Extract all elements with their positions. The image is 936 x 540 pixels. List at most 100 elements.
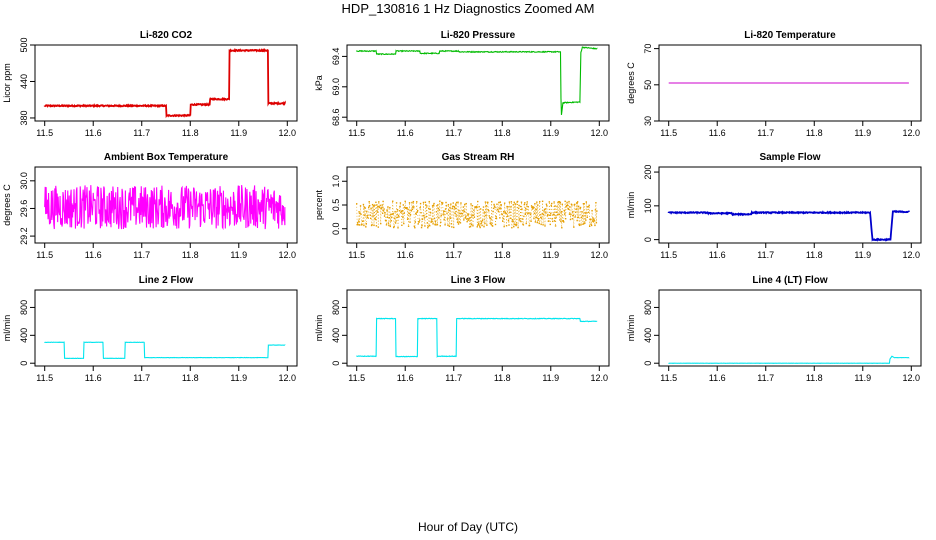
data-point	[441, 202, 443, 205]
x-tick-label: 12.0	[903, 128, 921, 138]
plot-frame	[34, 44, 298, 122]
data-point	[573, 226, 575, 228]
data-point	[423, 217, 426, 219]
data-point	[364, 214, 366, 217]
data-point	[416, 201, 418, 203]
x-tick-label: 11.8	[806, 250, 823, 260]
y-tick-label: 50	[643, 80, 653, 90]
x-tick-label: 12.0	[591, 373, 609, 383]
data-point	[558, 200, 561, 203]
data-point	[356, 223, 358, 226]
x-tick-label: 11.6	[709, 373, 726, 383]
data-point	[510, 201, 513, 203]
data-point	[535, 216, 538, 219]
x-tick-label: 11.9	[542, 250, 559, 260]
data-point	[389, 206, 391, 209]
data-point	[379, 206, 381, 209]
data-point	[451, 207, 453, 210]
y-tick-label: 380	[19, 110, 29, 125]
plot-frame	[346, 166, 610, 244]
data-point	[512, 220, 514, 223]
data-point	[399, 205, 401, 208]
data-point	[526, 201, 528, 203]
data-point	[400, 210, 403, 213]
y-axis-label: ml/min	[314, 315, 324, 342]
data-point	[460, 202, 462, 204]
data-point	[488, 210, 490, 212]
data-point	[478, 225, 481, 227]
data-point	[537, 217, 539, 220]
data-point	[503, 202, 506, 204]
data-point	[427, 225, 429, 227]
chart-panel: Line 3 Flow ml/min 11.5 11.6 11.7 11.8 11.9 12.…	[314, 275, 610, 383]
data-point	[502, 217, 504, 220]
data-point	[448, 209, 450, 212]
data-point	[434, 220, 437, 222]
data-series-line	[44, 185, 286, 231]
data-point	[490, 223, 492, 226]
data-point	[362, 203, 365, 206]
data-point	[418, 219, 421, 221]
x-tick-label: 11.8	[806, 128, 823, 138]
x-tick-label: 12.0	[903, 250, 921, 260]
y-tick-label: 68.6	[331, 108, 341, 126]
data-point	[477, 224, 479, 226]
x-tick-label: 12.0	[591, 250, 609, 260]
chart-panel: Line 2 Flow ml/min 11.5 11.6 11.7 11.8 11.9 12.…	[2, 275, 298, 383]
y-tick-label: 100	[643, 198, 653, 213]
data-point	[498, 201, 500, 204]
y-axis-label: ml/min	[626, 192, 636, 219]
data-point	[515, 223, 518, 225]
x-tick-label: 11.8	[494, 128, 511, 138]
data-point	[576, 201, 579, 203]
data-point	[596, 210, 598, 212]
data-point	[560, 210, 563, 213]
data-point	[427, 227, 429, 229]
data-point	[397, 227, 399, 229]
data-point	[525, 207, 527, 210]
data-series-line	[668, 355, 910, 364]
data-point	[484, 201, 487, 203]
y-tick-label: 0.0	[331, 222, 341, 235]
data-point	[566, 201, 568, 204]
data-point	[359, 212, 361, 215]
figure-title: HDP_130816 1 Hz Diagnostics Zoomed AM	[342, 1, 595, 16]
data-point	[476, 205, 478, 208]
data-point	[513, 225, 515, 228]
data-point	[530, 205, 533, 207]
data-point	[440, 221, 442, 224]
y-axis-label: degrees C	[626, 62, 636, 104]
x-tick-label: 11.9	[854, 373, 871, 383]
data-point	[555, 216, 557, 219]
data-point	[548, 201, 551, 203]
y-tick-label: 440	[19, 74, 29, 89]
data-point	[430, 221, 432, 223]
data-point	[447, 224, 449, 227]
data-series-line	[356, 46, 598, 115]
data-point	[513, 201, 515, 204]
data-point	[537, 204, 539, 206]
y-tick-label: 200	[643, 165, 653, 180]
data-point	[538, 222, 540, 225]
data-point	[579, 206, 582, 209]
data-point	[418, 221, 420, 223]
data-point	[433, 202, 435, 205]
x-tick-label: 12.0	[591, 128, 609, 138]
data-point	[536, 221, 539, 224]
panel-title: Line 3 Flow	[451, 275, 506, 286]
data-point	[594, 209, 597, 211]
data-point	[472, 225, 474, 227]
data-point	[370, 207, 372, 209]
data-point	[436, 224, 439, 226]
x-tick-label: 11.9	[542, 128, 559, 138]
data-point	[361, 223, 363, 226]
data-point	[546, 215, 549, 217]
x-tick-label: 11.9	[542, 373, 559, 383]
data-point	[480, 221, 483, 223]
data-point	[363, 206, 366, 208]
panel-title: Li-820 CO2	[140, 30, 193, 41]
data-point	[381, 204, 383, 206]
data-point	[561, 203, 563, 205]
data-series-line	[44, 341, 286, 360]
data-point	[592, 221, 595, 223]
